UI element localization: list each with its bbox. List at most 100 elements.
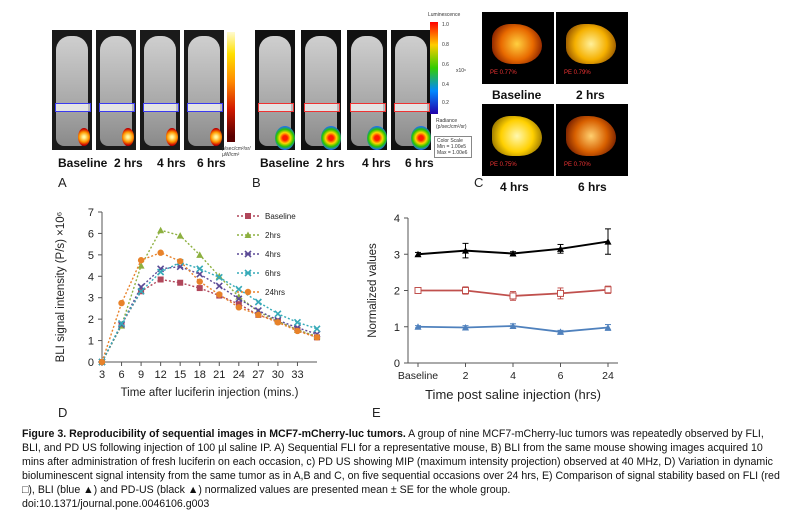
data-point [509, 292, 517, 300]
mouse-image [301, 30, 341, 150]
data-point [294, 327, 301, 335]
colorbar-unit: p/sec/cm²/sr/µW/cm² [222, 146, 251, 158]
data-point [235, 295, 243, 303]
series-line [101, 265, 318, 363]
region-tag: PE 0.70% [564, 162, 591, 168]
colorbar-tick: 0.8 [442, 42, 449, 48]
data-point [176, 258, 184, 265]
data-point [137, 262, 145, 269]
x-tick-label: 2 [463, 370, 469, 382]
color-scale-box: Color Scale Min = 1.00e5 Max = 1.00e6 [434, 136, 472, 158]
legend-marker [245, 213, 251, 219]
data-point [509, 250, 517, 257]
colorbar [430, 22, 438, 114]
data-point [557, 289, 564, 297]
y-tick-label: 5 [88, 250, 94, 262]
data-point [414, 323, 422, 330]
data-point [414, 250, 422, 258]
data-point [254, 298, 262, 306]
data-point [235, 285, 243, 293]
data-point [196, 285, 203, 292]
panel-a: p/sec/cm²/sr/µW/cm² [52, 28, 252, 163]
legend-label: 2hrs [265, 231, 281, 240]
data-point [137, 257, 145, 264]
x-axis-label: Time post saline injection (hrs) [425, 387, 601, 402]
x-tick-label: 33 [291, 369, 303, 381]
x-tick-label: 12 [155, 369, 167, 381]
us-volume-image: PE 0.77% [482, 12, 554, 84]
x-tick-label: 6 [558, 370, 564, 382]
series-line [101, 251, 318, 363]
label-a-6hrs: 6 hrs [197, 156, 226, 170]
region-tag: PE 0.77% [490, 70, 517, 76]
data-point [235, 301, 242, 308]
data-point [313, 325, 321, 333]
data-point [557, 328, 564, 335]
label-c-baseline: Baseline [492, 88, 542, 102]
legend-marker [244, 288, 252, 296]
panel-letter-a: A [58, 175, 67, 190]
y-tick-label: 4 [88, 271, 94, 283]
x-tick-label: 6 [118, 369, 124, 381]
data-point [274, 319, 282, 326]
data-point [157, 226, 165, 234]
us-volume-image: PE 0.70% [556, 104, 628, 176]
colorbar-tick: 0.2 [442, 100, 449, 106]
label-b-4hrs: 4 hrs [362, 156, 391, 170]
us-volume-image: PE 0.75% [482, 104, 554, 176]
legend-marker [244, 269, 252, 277]
x-tick-label: 15 [174, 369, 186, 381]
data-point [462, 287, 469, 294]
label-a-4hrs: 4 hrs [157, 156, 186, 170]
data-point [117, 319, 126, 327]
figure-caption: Figure 3. Reproducibility of sequential … [22, 427, 784, 511]
colorbar-title: Luminescence [428, 12, 461, 18]
x-tick-label: 24 [602, 370, 614, 382]
legend-label: Baseline [265, 212, 296, 221]
colorbar-tick: 1.0 [442, 22, 449, 28]
data-point [604, 323, 612, 331]
mouse-image [255, 30, 295, 150]
panel-letter-e: E [372, 405, 381, 420]
data-point [604, 238, 612, 245]
y-axis-label: Normalized values [367, 243, 379, 338]
x-tick-label: 27 [252, 369, 264, 381]
y-tick-label: 2 [394, 286, 400, 298]
colorbar-radiance: Radiance (p/sec/cm²/sr) [436, 118, 467, 130]
data-point [196, 265, 204, 273]
label-c-4hrs: 4 hrs [500, 180, 529, 194]
y-tick-label: 1 [88, 336, 94, 348]
y-tick-label: 3 [88, 293, 94, 305]
legend-label: 24hrs [265, 288, 285, 297]
colorbar-tick: 0.6 [442, 62, 449, 68]
y-tick-label: 2 [88, 314, 94, 326]
region-tag: PE 0.79% [564, 70, 591, 76]
label-a-baseline: Baseline [58, 156, 108, 170]
y-tick-label: 1 [394, 322, 400, 334]
us-volume-image: PE 0.79% [556, 12, 628, 84]
y-tick-label: 3 [394, 249, 400, 261]
series-line [101, 229, 318, 363]
data-point [255, 311, 262, 319]
color-scale-title: Color Scale [437, 138, 463, 144]
y-tick-label: 4 [394, 213, 400, 225]
x-tick-label: 18 [194, 369, 206, 381]
legend-label: 6hrs [265, 269, 281, 278]
data-point [196, 270, 204, 278]
caption-body: A group of nine MCF7-mCherry-luc tumors … [22, 428, 780, 496]
series-line [101, 261, 318, 363]
label-b-baseline: Baseline [260, 156, 310, 170]
data-point [98, 358, 106, 366]
colorbar-exponent: x10⁶ [456, 68, 467, 74]
y-axis-label: BLI signal intensity (P/s) ×10⁶ [55, 211, 67, 362]
data-point [462, 247, 469, 254]
x-tick-label: 30 [272, 369, 284, 381]
data-point [509, 322, 517, 330]
data-point [157, 249, 164, 256]
x-tick-label: Baseline [398, 370, 438, 382]
panel-c: PE 0.77% PE 0.79% Baseline 2 hrs PE 0.75… [478, 10, 638, 190]
mouse-image [140, 30, 180, 150]
data-point [235, 304, 243, 311]
